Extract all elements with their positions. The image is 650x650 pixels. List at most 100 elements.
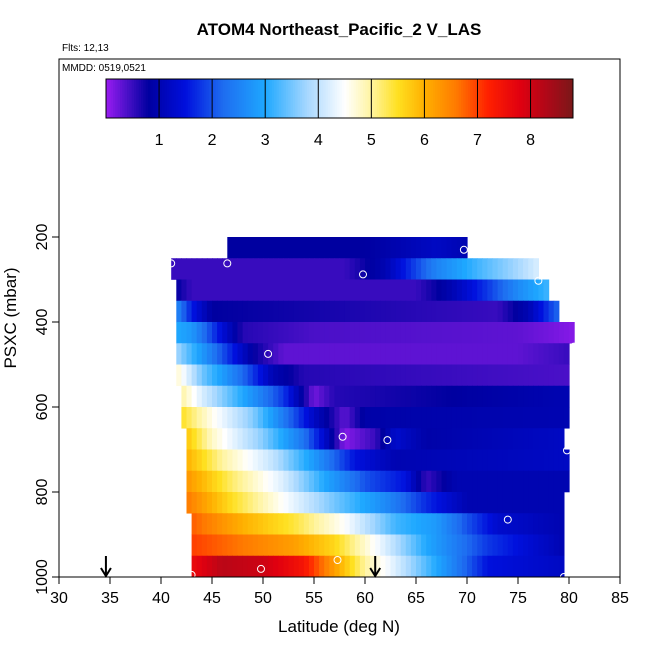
heatmap-cell <box>451 513 458 535</box>
heatmap-cell <box>472 492 478 514</box>
colorbar-segment <box>386 79 390 118</box>
heatmap-cell <box>507 513 514 535</box>
heatmap-cell <box>308 534 315 557</box>
heatmap-cell <box>288 407 295 429</box>
colorbar-segment <box>313 79 317 118</box>
heatmap-cell <box>370 513 376 535</box>
heatmap-cell <box>181 385 188 408</box>
heatmap-cell <box>395 513 402 535</box>
heatmap-cell <box>354 300 361 323</box>
heatmap-cell <box>533 258 539 280</box>
heatmap-cell <box>308 258 315 280</box>
colorbar-segment <box>570 79 574 118</box>
heatmap-cell <box>339 492 346 514</box>
x-tick-label: 35 <box>101 590 119 607</box>
heatmap-cell <box>212 555 218 578</box>
heatmap-cell <box>446 555 453 578</box>
colorbar-segment <box>423 79 427 118</box>
heatmap-layer <box>186 492 565 514</box>
heatmap-cell <box>268 534 274 557</box>
heatmap-cell <box>354 492 361 514</box>
heatmap-cell <box>298 300 305 323</box>
heatmap-cell <box>201 385 208 408</box>
x-tick-label: 55 <box>305 590 323 607</box>
heatmap-cell <box>497 555 504 578</box>
heatmap-cell <box>308 513 315 535</box>
heatmap-cell <box>227 470 233 493</box>
heatmap-cell <box>257 237 264 259</box>
heatmap-cell <box>212 258 218 280</box>
heatmap-cell <box>232 343 239 365</box>
heatmap-cell <box>349 322 356 344</box>
heatmap-cell <box>181 407 188 429</box>
heatmap-layer <box>181 385 570 408</box>
y-axis-label: PSXC (mbar) <box>1 267 20 368</box>
heatmap-cell <box>319 470 325 493</box>
heatmap-layer <box>176 364 570 387</box>
heatmap-cell <box>446 534 453 557</box>
heatmap-cell <box>472 428 478 450</box>
heatmap-cell <box>324 492 330 514</box>
heatmap-cell <box>237 385 244 408</box>
colorbar-segment <box>206 79 210 118</box>
heatmap-cell <box>375 513 381 535</box>
heatmap-cell <box>217 407 223 429</box>
heatmap-cell <box>196 428 203 450</box>
heatmap-cell <box>472 322 478 344</box>
colorbar-segment <box>484 79 488 118</box>
heatmap-cell <box>482 343 488 365</box>
heatmap-cell <box>487 322 494 344</box>
heatmap-cell <box>263 449 269 472</box>
heatmap-cell <box>349 492 356 514</box>
heatmap-cell <box>385 555 392 578</box>
heatmap-cell <box>365 300 371 323</box>
heatmap-cell <box>492 343 499 365</box>
colorbar-tick-label: 7 <box>473 132 482 149</box>
heatmap-cell <box>380 534 386 557</box>
heatmap-cell <box>359 470 366 493</box>
heatmap-cell <box>196 279 203 302</box>
colorbar-tick-label: 3 <box>261 132 270 149</box>
heatmap-cell <box>334 470 341 493</box>
heatmap-cell <box>467 258 473 280</box>
heatmap-cell <box>206 385 213 408</box>
heatmap-cell <box>375 237 381 259</box>
heatmap-cell <box>405 364 412 387</box>
heatmap-cell <box>400 449 407 472</box>
heatmap-cell <box>553 407 560 429</box>
heatmap-cell <box>446 300 453 323</box>
heatmap-cell <box>293 513 300 535</box>
colorbar-segment <box>547 79 551 118</box>
heatmap-cell <box>196 534 203 557</box>
heatmap-cell <box>247 555 254 578</box>
colorbar-segment <box>232 79 235 118</box>
heatmap-cell <box>227 364 233 387</box>
heatmap-cell <box>395 364 402 387</box>
heatmap-cell <box>273 237 279 259</box>
heatmap-cell <box>456 492 463 514</box>
heatmap-cell <box>467 555 473 578</box>
heatmap-cell <box>375 258 381 280</box>
heatmap-cell <box>502 428 509 450</box>
colorbar-segment <box>264 79 268 118</box>
heatmap-cell <box>293 428 300 450</box>
heatmap-cell <box>268 322 274 344</box>
heatmap-cell <box>263 364 269 387</box>
heatmap-cell <box>288 322 295 344</box>
heatmap-cell <box>533 343 539 365</box>
heatmap-cell <box>242 300 249 323</box>
heatmap-cell <box>558 492 565 514</box>
heatmap-cell <box>247 364 254 387</box>
colorbar-segment <box>481 79 485 118</box>
heatmap-cell <box>263 258 269 280</box>
colorbar-segment <box>248 79 252 118</box>
heatmap-cell <box>247 279 254 302</box>
heatmap-cell <box>436 300 443 323</box>
heatmap-cell <box>206 428 213 450</box>
heatmap-cell <box>548 449 555 472</box>
heatmap-cell <box>303 364 310 387</box>
heatmap-cell <box>441 492 448 514</box>
heatmap-cell <box>436 513 443 535</box>
heatmap-cell <box>365 555 371 578</box>
